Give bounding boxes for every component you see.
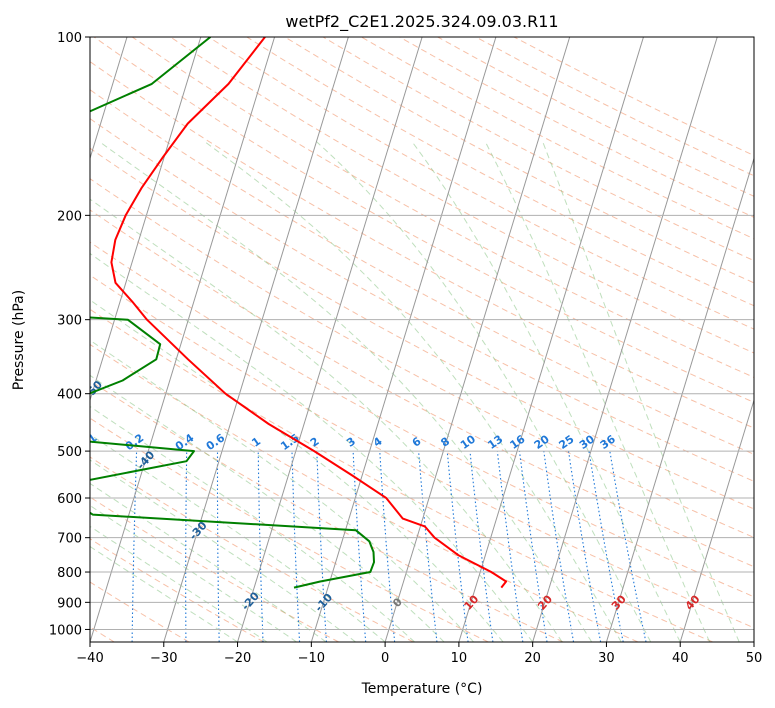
mixing-ratio-line <box>588 451 624 642</box>
y-tick-label: 1000 <box>49 623 82 638</box>
dry-adiabat-line <box>170 37 754 354</box>
x-tick-label: 40 <box>672 651 689 666</box>
y-axis: 100 200 300 400 500 600 700 800 900 1000 <box>49 31 90 638</box>
dry-adiabats <box>90 37 754 642</box>
mixing-ratio-line <box>469 451 494 642</box>
dry-adiabat-line <box>90 147 754 510</box>
x-tick-label: −10 <box>298 651 325 666</box>
temperature-profile-line <box>110 37 508 589</box>
x-tick-label: 50 <box>746 651 763 666</box>
isotherm-line <box>90 37 276 642</box>
y-tick-label: 900 <box>57 596 82 611</box>
dry-adiabat-line <box>90 241 754 598</box>
isotherm-line <box>90 37 202 402</box>
y-tick-label: 500 <box>57 445 82 460</box>
isotherm-line <box>532 37 718 642</box>
x-tick-label: 20 <box>524 651 541 666</box>
mixing-ratio-line <box>446 451 469 642</box>
y-tick-label: 400 <box>57 388 82 403</box>
dry-adiabat-line <box>90 209 754 568</box>
isotherm-line <box>605 156 754 642</box>
x-tick-label: 0 <box>381 651 389 666</box>
dry-adiabat-line <box>90 456 414 642</box>
isotherm-line <box>310 37 497 642</box>
y-tick-label: 300 <box>57 314 82 329</box>
x-axis-title: Temperature (°C) <box>361 681 483 697</box>
x-tick-label: −30 <box>150 651 177 666</box>
x-tick-label: −40 <box>76 651 103 666</box>
isotherm-line <box>163 37 349 642</box>
dry-adiabat-line <box>131 37 754 378</box>
x-tick-label: 30 <box>598 651 615 666</box>
y-tick-label: 600 <box>57 492 82 507</box>
mixing-ratio-line <box>609 451 647 642</box>
y-tick-label: 200 <box>57 209 82 224</box>
x-tick-label: −20 <box>224 651 251 666</box>
dry-adiabat-line <box>246 37 754 307</box>
isotherm-line <box>237 37 423 642</box>
dry-adiabat-line <box>90 343 639 642</box>
dry-adiabat-line <box>90 581 190 642</box>
dry-adiabat-line <box>90 178 754 539</box>
dewpoint-profile-line <box>90 37 375 589</box>
isotherm-line <box>679 398 754 642</box>
dry-adiabat-line <box>90 89 754 455</box>
dry-adiabat-line <box>284 37 754 284</box>
x-tick-label: 10 <box>451 651 468 666</box>
y-tick-label: 800 <box>57 566 82 581</box>
x-axis: −40 −30 −20 −10 0 10 20 30 40 50 <box>76 642 762 666</box>
mixing-ratio-line <box>543 451 575 642</box>
plot-frame <box>89 36 755 643</box>
chart-title: wetPf2_C2E1.2025.324.09.03.R11 <box>285 12 558 32</box>
y-tick-label: 100 <box>57 31 82 46</box>
pressure-gridlines <box>90 37 754 630</box>
isotherm-line <box>384 37 571 642</box>
dry-adiabat-line <box>90 417 489 642</box>
dry-adiabat-line <box>90 538 265 642</box>
mixing-ratio-line <box>518 451 548 642</box>
sounding-series <box>90 37 508 589</box>
isotherm-line <box>90 37 128 161</box>
y-tick-label: 700 <box>57 532 82 547</box>
mixing-ratio-line <box>418 451 438 642</box>
mixing-ratio-line <box>496 451 524 642</box>
isotherm-line <box>458 37 644 642</box>
dry-adiabat-line <box>90 61 754 429</box>
isotherms <box>90 37 754 642</box>
dry-adiabat-line <box>90 308 713 642</box>
y-axis-title: Pressure (hPa) <box>11 290 27 390</box>
